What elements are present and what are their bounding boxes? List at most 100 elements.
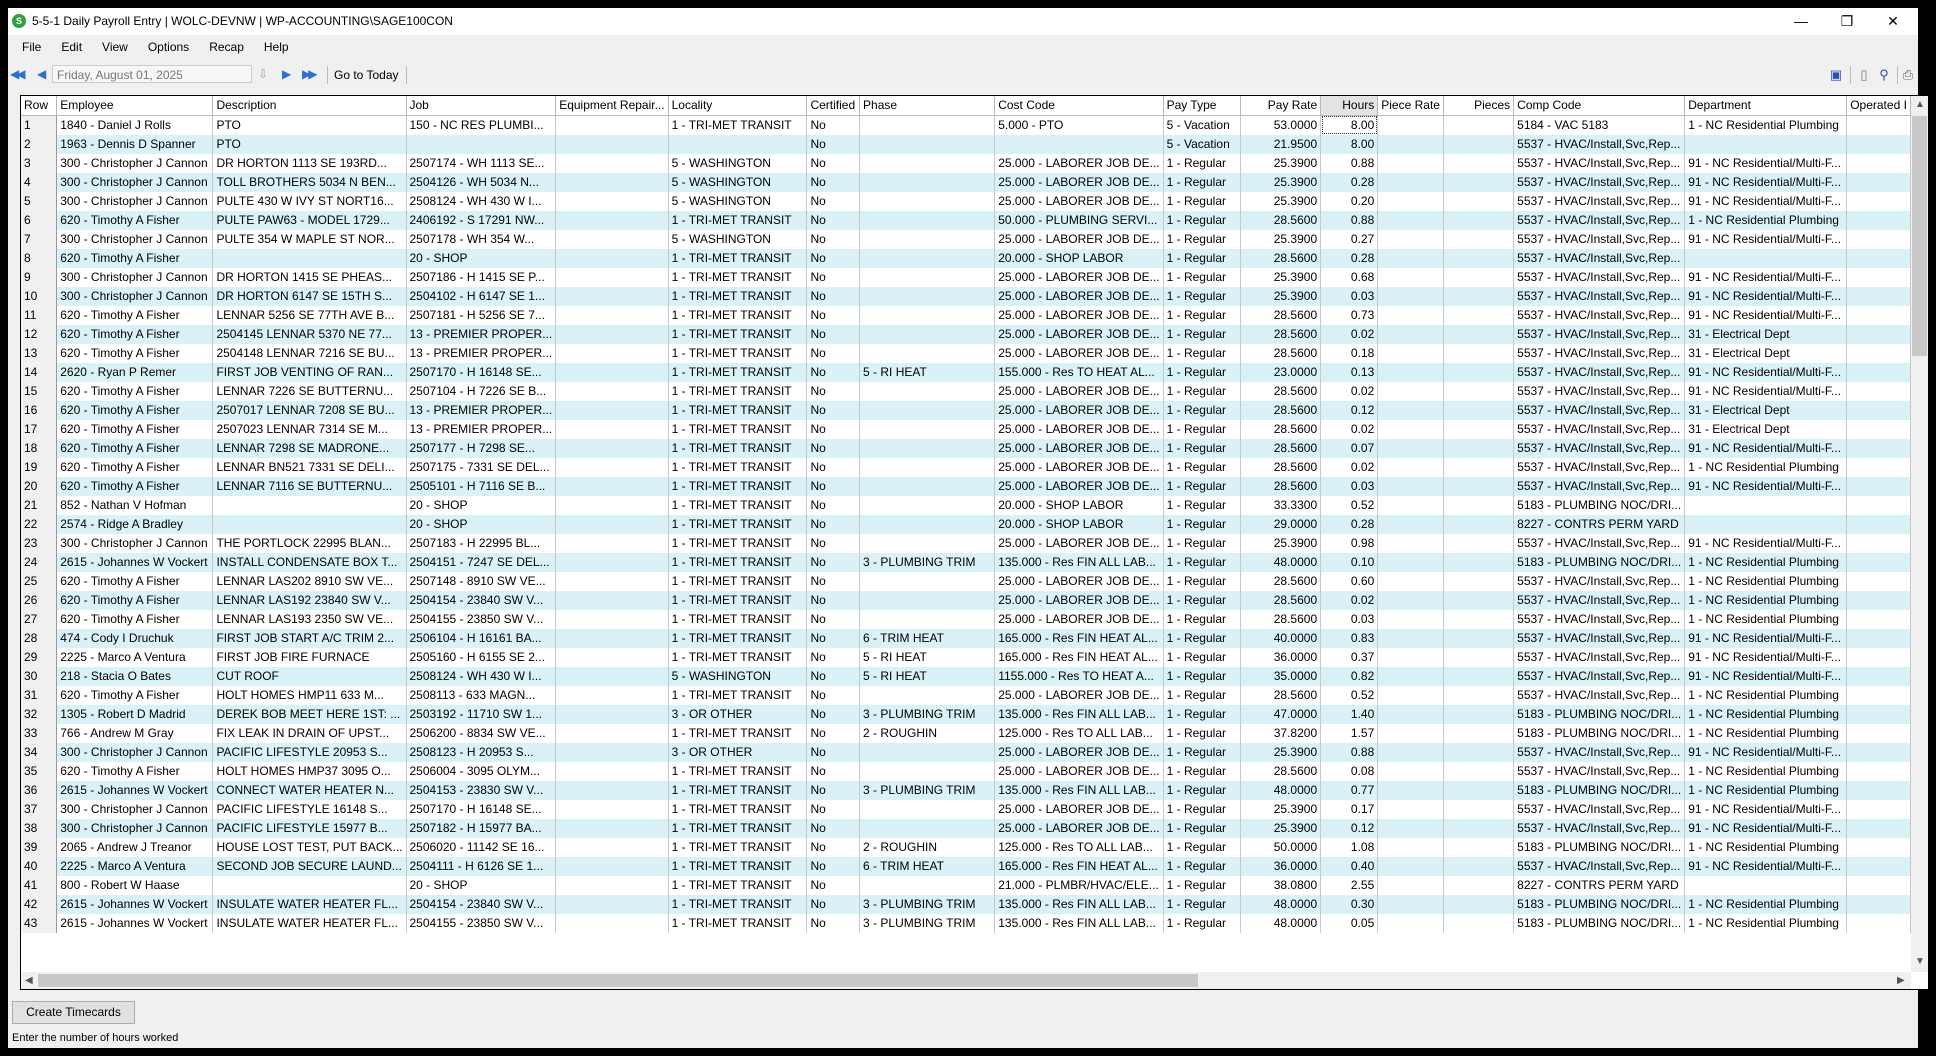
- cell-hours[interactable]: 0.73: [1320, 305, 1379, 325]
- cell-phase[interactable]: [859, 571, 996, 591]
- cell-operated[interactable]: [1846, 248, 1911, 268]
- table-row[interactable]: 8 620 - Timothy A Fisher 20 - SHOP 1 - TRI-…: [21, 248, 1911, 268]
- cell-certified[interactable]: No: [806, 495, 861, 515]
- cell-pay-rate[interactable]: 23.0000: [1240, 362, 1322, 382]
- cell-employee[interactable]: 2225 - Marco A Ventura: [56, 647, 214, 667]
- cell-description[interactable]: PULTE PAW63 - MODEL 1729...: [212, 210, 407, 230]
- cell-locality[interactable]: 1 - TRI-MET TRANSIT: [668, 362, 808, 382]
- table-row[interactable]: 34 300 - Christopher J Cannon PACIFIC LIFE…: [21, 742, 1911, 762]
- cell-hours[interactable]: 0.27: [1320, 229, 1379, 249]
- cell-pay-rate[interactable]: 25.3900: [1240, 267, 1322, 287]
- cell-comp-code[interactable]: 5537 - HVAC/Install,Svc,Rep...: [1513, 799, 1686, 819]
- cell-equipment-repair[interactable]: [555, 419, 669, 439]
- cell-pay-rate[interactable]: 47.0000: [1240, 704, 1322, 724]
- cell-hours[interactable]: 0.83: [1320, 628, 1379, 648]
- cell-pay-rate[interactable]: 25.3900: [1240, 229, 1322, 249]
- cell-pieces[interactable]: [1443, 590, 1515, 610]
- cell-piece-rate[interactable]: [1377, 134, 1444, 154]
- cell-job[interactable]: 2503192 - 11710 SW 1...: [406, 704, 557, 724]
- table-row[interactable]: 33 766 - Andrew M Gray FIX LEAK IN DRAIN O…: [21, 723, 1911, 743]
- cell-pay-rate[interactable]: 48.0000: [1240, 913, 1322, 933]
- cell-operated[interactable]: [1846, 324, 1911, 344]
- cell-comp-code[interactable]: 5537 - HVAC/Install,Svc,Rep...: [1513, 134, 1686, 154]
- find-binoculars-icon[interactable]: ⚲: [1879, 67, 1889, 82]
- cell-pay-type[interactable]: 1 - Regular: [1163, 153, 1241, 173]
- cell-piece-rate[interactable]: [1377, 305, 1444, 325]
- cell-comp-code[interactable]: 5537 - HVAC/Install,Svc,Rep...: [1513, 381, 1686, 401]
- cell-operated[interactable]: [1846, 704, 1911, 724]
- cell-pay-type[interactable]: 1 - Regular: [1163, 552, 1241, 572]
- cell-pieces[interactable]: [1443, 476, 1515, 496]
- next-date-icon[interactable]: ▶: [282, 67, 292, 81]
- cell-hours[interactable]: 0.88: [1320, 210, 1379, 230]
- table-row[interactable]: 43 2615 - Johannes W Vockert INSULATE WATE…: [21, 913, 1911, 933]
- cell-job[interactable]: 2508124 - WH 430 W I...: [406, 191, 557, 211]
- scroll-down-icon[interactable]: ▼: [1915, 956, 1925, 967]
- cell-department[interactable]: 1 - NC Residential Plumbing: [1684, 780, 1848, 800]
- cell-certified[interactable]: No: [806, 856, 861, 876]
- cell-comp-code[interactable]: 5183 - PLUMBING NOC/DRI...: [1513, 552, 1686, 572]
- cell-pay-type[interactable]: 1 - Regular: [1163, 210, 1241, 230]
- maximize-button[interactable]: ❐: [1840, 13, 1854, 29]
- cell-phase[interactable]: 2 - ROUGHIN: [859, 723, 996, 743]
- cell-equipment-repair[interactable]: [555, 172, 669, 192]
- cell-pay-type[interactable]: 1 - Regular: [1163, 324, 1241, 344]
- cell-cost-code[interactable]: 25.000 - LABORER JOB DE...: [994, 286, 1164, 306]
- cell-pieces[interactable]: [1443, 704, 1515, 724]
- cell-comp-code[interactable]: 5537 - HVAC/Install,Svc,Rep...: [1513, 533, 1686, 553]
- cell-hours[interactable]: 0.82: [1320, 666, 1379, 686]
- cell-job[interactable]: 2506104 - H 16161 BA...: [406, 628, 557, 648]
- cell-certified[interactable]: No: [806, 419, 861, 439]
- cell-phase[interactable]: 6 - TRIM HEAT: [859, 628, 996, 648]
- cell-comp-code[interactable]: 5537 - HVAC/Install,Svc,Rep...: [1513, 229, 1686, 249]
- cell-pieces[interactable]: [1443, 153, 1515, 173]
- cell-pay-rate[interactable]: 28.5600: [1240, 609, 1322, 629]
- cell-piece-rate[interactable]: [1377, 685, 1444, 705]
- menu-file[interactable]: File: [22, 40, 42, 54]
- cell-hours[interactable]: 0.02: [1320, 457, 1379, 477]
- column-header-phase[interactable]: Phase: [859, 96, 996, 116]
- cell-operated[interactable]: [1846, 628, 1911, 648]
- cell-pieces[interactable]: [1443, 229, 1515, 249]
- cell-job[interactable]: 2507170 - H 16148 SE...: [406, 362, 557, 382]
- cell-equipment-repair[interactable]: [555, 571, 669, 591]
- cell-pay-type[interactable]: 1 - Regular: [1163, 438, 1241, 458]
- cell-phase[interactable]: [859, 761, 996, 781]
- cell-certified[interactable]: No: [806, 818, 861, 838]
- cell-locality[interactable]: 1 - TRI-MET TRANSIT: [668, 799, 808, 819]
- cell-description[interactable]: FIX LEAK IN DRAIN OF UPST...: [212, 723, 407, 743]
- cell-locality[interactable]: 1 - TRI-MET TRANSIT: [668, 685, 808, 705]
- cell-piece-rate[interactable]: [1377, 894, 1444, 914]
- cell-piece-rate[interactable]: [1377, 571, 1444, 591]
- table-row[interactable]: 32 1305 - Robert D Madrid DEREK BOB MEET H…: [21, 704, 1911, 724]
- cell-operated[interactable]: [1846, 894, 1911, 914]
- cell-cost-code[interactable]: 25.000 - LABORER JOB DE...: [994, 229, 1164, 249]
- cell-certified[interactable]: No: [806, 210, 861, 230]
- cell-locality[interactable]: 1 - TRI-MET TRANSIT: [668, 628, 808, 648]
- cell-department[interactable]: 1 - NC Residential Plumbing: [1684, 894, 1848, 914]
- cell-pieces[interactable]: [1443, 115, 1515, 135]
- table-row[interactable]: 13 620 - Timothy A Fisher 2504148 LENNAR 7…: [21, 343, 1911, 363]
- cell-phase[interactable]: 5 - RI HEAT: [859, 666, 996, 686]
- horizontal-scrollbar[interactable]: ◀ ▶: [21, 972, 1911, 989]
- cell-department[interactable]: 91 - NC Residential/Multi-F...: [1684, 438, 1848, 458]
- cell-locality[interactable]: 1 - TRI-MET TRANSIT: [668, 324, 808, 344]
- cell-employee[interactable]: 300 - Christopher J Cannon: [56, 286, 214, 306]
- cell-piece-rate[interactable]: [1377, 495, 1444, 515]
- cell-operated[interactable]: [1846, 191, 1911, 211]
- cell-locality[interactable]: 1 - TRI-MET TRANSIT: [668, 248, 808, 268]
- cell-job[interactable]: 2507170 - H 16148 SE...: [406, 799, 557, 819]
- cell-pieces[interactable]: [1443, 286, 1515, 306]
- cell-cost-code[interactable]: 155.000 - Res TO HEAT AL...: [994, 362, 1164, 382]
- cell-description[interactable]: PACIFIC LIFESTYLE 15977 B...: [212, 818, 407, 838]
- cell-pay-type[interactable]: 1 - Regular: [1163, 704, 1241, 724]
- column-header-employee[interactable]: Employee: [56, 96, 214, 116]
- cell-description[interactable]: DR HORTON 1415 SE PHEAS...: [212, 267, 407, 287]
- first-date-icon[interactable]: ◀◀: [10, 67, 26, 81]
- cell-comp-code[interactable]: 5537 - HVAC/Install,Svc,Rep...: [1513, 856, 1686, 876]
- cell-locality[interactable]: 5 - WASHINGTON: [668, 229, 808, 249]
- table-row[interactable]: 20 620 - Timothy A Fisher LENNAR 7116 SE B…: [21, 476, 1911, 496]
- cell-comp-code[interactable]: 5537 - HVAC/Install,Svc,Rep...: [1513, 476, 1686, 496]
- cell-department[interactable]: 91 - NC Residential/Multi-F...: [1684, 381, 1848, 401]
- table-row[interactable]: 25 620 - Timothy A Fisher LENNAR LAS202 89…: [21, 571, 1911, 591]
